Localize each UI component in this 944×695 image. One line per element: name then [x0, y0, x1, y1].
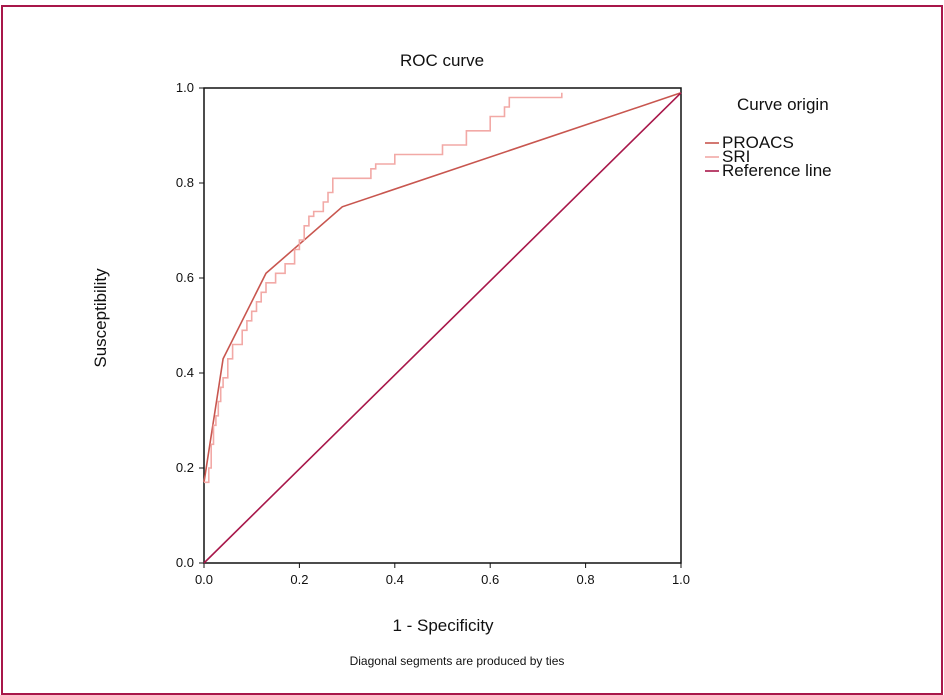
x-axis-ticks: 0.0 0.2 0.4 0.6 0.8 1.0: [195, 563, 690, 587]
y-tick-label: 0.2: [176, 460, 194, 475]
series-line-reference-line: [203, 92, 682, 564]
x-axis-label: 1 - Specificity: [392, 616, 494, 635]
legend-label-sri: SRI: [722, 147, 750, 166]
legend-label-proacs: PROACS: [722, 133, 794, 152]
y-tick-label: 0.4: [176, 365, 194, 380]
y-tick-label: 0.8: [176, 175, 194, 190]
legend-label-reference-line: Reference line: [722, 161, 832, 180]
x-tick-label: 1.0: [672, 572, 690, 587]
y-tick-label: 0.6: [176, 270, 194, 285]
series-layer: [203, 92, 682, 564]
chart-title: ROC curve: [400, 51, 484, 70]
y-axis-label: Susceptibility: [91, 268, 110, 368]
x-tick-label: 0.0: [195, 572, 213, 587]
series-line-proacs: [203, 92, 682, 483]
series-line-sri: [204, 92, 563, 484]
x-tick-label: 0.6: [481, 572, 499, 587]
y-tick-label: 1.0: [176, 80, 194, 95]
x-tick-label: 0.4: [386, 572, 404, 587]
y-axis-ticks: 0.0 0.2 0.4 0.6 0.8 1.0: [176, 80, 204, 570]
legend-title: Curve origin: [737, 95, 829, 114]
footnote: Diagonal segments are produced by ties: [350, 654, 565, 668]
x-tick-label: 0.2: [290, 572, 308, 587]
x-tick-label: 0.8: [577, 572, 595, 587]
y-tick-label: 0.0: [176, 555, 194, 570]
